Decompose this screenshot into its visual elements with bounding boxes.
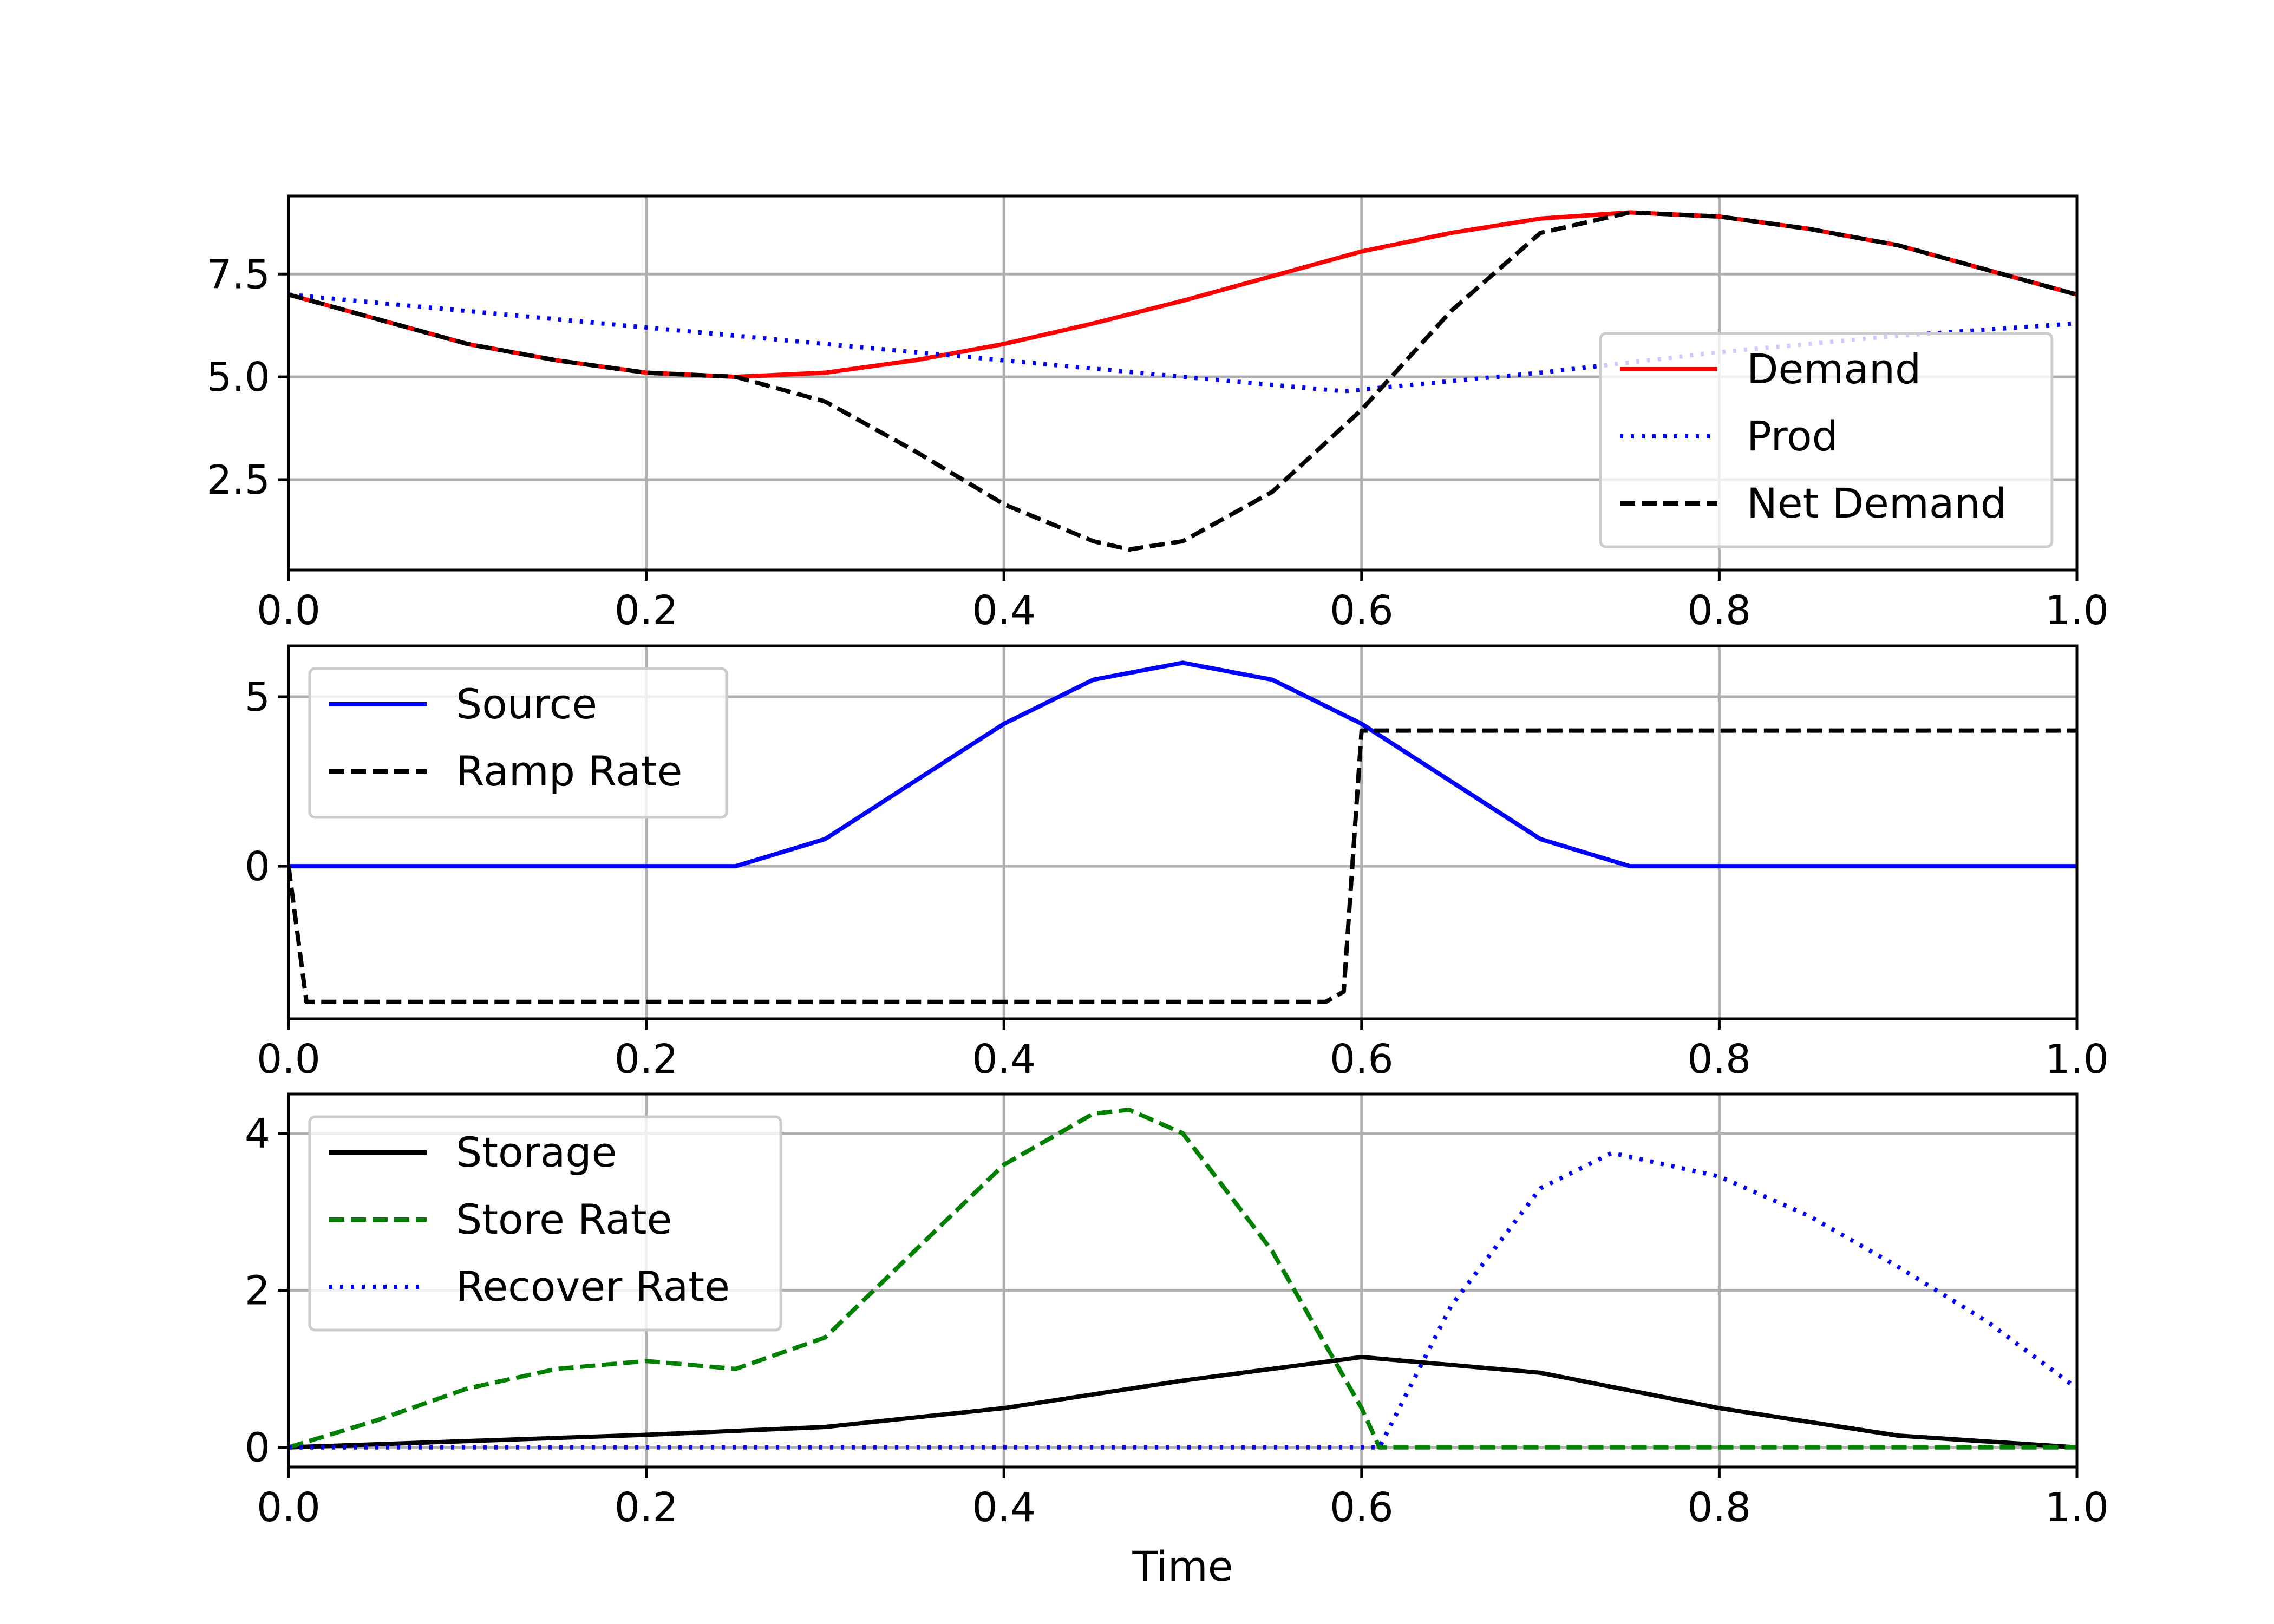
legend-label: Recover Rate bbox=[456, 1262, 730, 1311]
x-tick-label: 0.8 bbox=[1688, 1484, 1752, 1531]
axes-frame bbox=[287, 194, 2079, 572]
series-line-storage bbox=[289, 1354, 2077, 1450]
legend-label: Ramp Rate bbox=[456, 747, 682, 795]
series-line-net-demand bbox=[289, 210, 2077, 552]
legend-box bbox=[308, 1115, 782, 1332]
x-tick-label: 0.0 bbox=[257, 1484, 321, 1531]
x-tick-label: 0.4 bbox=[972, 1484, 1036, 1531]
x-tick-label: 0.6 bbox=[1330, 1036, 1394, 1083]
legend-box bbox=[1599, 332, 2054, 548]
x-tick-label: 0.6 bbox=[1330, 587, 1394, 634]
y-tick-label: 5.0 bbox=[206, 354, 270, 401]
x-tick-label: 0.0 bbox=[257, 587, 321, 634]
legend-label: Source bbox=[456, 680, 597, 728]
x-tick-label: 0.2 bbox=[615, 587, 678, 634]
legend: Source Ramp Rate bbox=[308, 667, 728, 819]
legend-label: Demand bbox=[1747, 345, 1921, 393]
x-tick-label: 0.6 bbox=[1330, 1484, 1394, 1531]
series-line-ramp-rate bbox=[289, 728, 2077, 1004]
y-tick-label: 2 bbox=[245, 1268, 270, 1314]
legend: Demand Prod Net Demand bbox=[1599, 332, 2054, 548]
x-tick-label: 0.4 bbox=[972, 1036, 1036, 1083]
x-tick-label: 1.0 bbox=[2045, 1484, 2109, 1531]
series-line-source bbox=[289, 660, 2077, 869]
axes-frame bbox=[287, 1092, 2079, 1469]
x-tick-label: 0.8 bbox=[1688, 587, 1752, 634]
x-axis-label: Time bbox=[1132, 1542, 1233, 1590]
chart-panel-3: 0.0 0.2 0.4 0.6 0.8 1.0 0 2 4 Storage Store Rate Re… bbox=[245, 1092, 2109, 1590]
y-tick-label: 4 bbox=[245, 1111, 270, 1157]
x-tick-label: 0.4 bbox=[972, 587, 1036, 634]
x-tick-label: 1.0 bbox=[2045, 587, 2109, 634]
x-tick-label: 0.0 bbox=[257, 1036, 321, 1083]
axes-frame bbox=[287, 644, 2079, 1020]
legend-label: Store Rate bbox=[456, 1195, 672, 1243]
legend-label: Prod bbox=[1747, 412, 1838, 460]
x-tick-label: 0.2 bbox=[615, 1484, 678, 1531]
y-tick-label: 5 bbox=[245, 674, 270, 721]
y-tick-label: 0 bbox=[245, 843, 270, 890]
chart-panel-2: 0.0 0.2 0.4 0.6 0.8 1.0 0 5 Source Ramp Rate bbox=[245, 644, 2109, 1083]
series-line-recover-rate bbox=[289, 1150, 2077, 1450]
chart-panel-1: 0.0 0.2 0.4 0.6 0.8 1.0 2.5 5.0 7.5 Demand Prod Net… bbox=[206, 194, 2109, 634]
y-tick-label: 7.5 bbox=[206, 251, 270, 298]
x-tick-label: 1.0 bbox=[2045, 1036, 2109, 1083]
y-tick-label: 0 bbox=[245, 1425, 270, 1471]
legend: Storage Store Rate Recover Rate bbox=[308, 1115, 782, 1332]
x-tick-label: 0.2 bbox=[615, 1036, 678, 1083]
y-tick-label: 2.5 bbox=[206, 457, 270, 503]
x-tick-label: 0.8 bbox=[1688, 1036, 1752, 1083]
legend-label: Storage bbox=[456, 1128, 617, 1176]
legend-label: Net Demand bbox=[1747, 479, 2007, 527]
